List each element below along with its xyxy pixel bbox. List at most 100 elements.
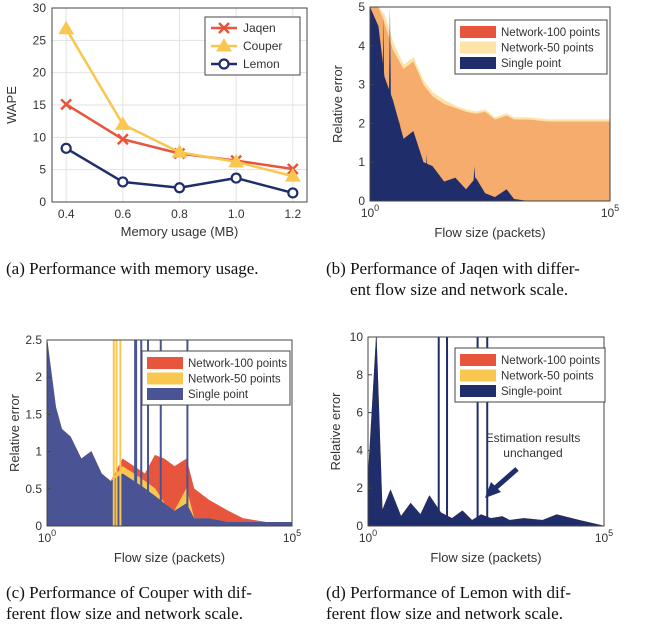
legend-label-lemon: Lemon bbox=[243, 57, 280, 71]
caption-c-line1: (c) Performance of Couper with dif- bbox=[6, 583, 252, 602]
spike-mark bbox=[134, 340, 138, 526]
y-tick-label: 20 bbox=[33, 66, 47, 80]
legend-marker bbox=[218, 58, 230, 70]
y-tick-label: 1 bbox=[358, 155, 365, 169]
x-tick-label: 100 bbox=[38, 528, 56, 545]
legend-marker bbox=[218, 22, 230, 34]
legend-swatch bbox=[460, 354, 496, 366]
legend-label: Network-100 points bbox=[501, 27, 600, 39]
legend-marker bbox=[216, 38, 232, 52]
axes-frame bbox=[367, 336, 605, 527]
data-point-couper bbox=[284, 168, 301, 182]
x-axis-label: Flow size (packets) bbox=[114, 550, 225, 565]
single-point-spike bbox=[371, 195, 376, 201]
single-point-spike bbox=[424, 154, 429, 201]
caption-c: (c) Performance of Couper with dif- fere… bbox=[6, 582, 252, 624]
legend-label-couper: Couper bbox=[243, 39, 282, 53]
caption-b-line2: ent flow size and network scale. bbox=[350, 280, 569, 299]
y-axis-label: Relative error bbox=[7, 393, 22, 472]
single-point-spike bbox=[397, 119, 402, 201]
spike-mark bbox=[159, 340, 162, 526]
y-tick-label: 6 bbox=[356, 406, 363, 420]
y-tick-label: 15 bbox=[33, 98, 47, 112]
y-tick-label: 0 bbox=[356, 519, 363, 533]
legend-label: Single-point bbox=[501, 386, 563, 398]
series-area-2 bbox=[47, 340, 292, 526]
y-tick-label: 0 bbox=[35, 519, 42, 533]
annotation-line1: Estimation results bbox=[486, 431, 581, 445]
spike-mark bbox=[140, 340, 143, 526]
y-tick-label: 30 bbox=[33, 1, 47, 15]
single-point-spike bbox=[381, 14, 386, 201]
legend-label: Network-100 points bbox=[501, 355, 600, 367]
chart-d-lemon: 0 2 4 6 8 10 100 105 Flow size (packets) Relative… bbox=[328, 330, 613, 565]
y-tick-label: 1.5 bbox=[25, 407, 42, 421]
x-tick-label: 1.0 bbox=[228, 207, 245, 221]
legend-swatch bbox=[147, 372, 183, 385]
y-tick-label: 25 bbox=[33, 33, 47, 47]
legend-label: Network-100 points bbox=[188, 358, 287, 370]
annotation-arrow-head bbox=[485, 482, 501, 498]
data-point-jaqen bbox=[60, 98, 73, 111]
caption-d: (d) Performance of Lemon with dif- feren… bbox=[326, 582, 571, 624]
spike-mark bbox=[186, 340, 189, 526]
legend-swatch bbox=[147, 388, 183, 400]
legend-swatch bbox=[460, 26, 496, 38]
data-point-lemon bbox=[60, 142, 72, 154]
y-tick-label: 0.5 bbox=[25, 482, 42, 496]
y-axis-label: Relative error bbox=[328, 392, 343, 471]
y-tick-label: 2 bbox=[356, 481, 363, 495]
spike-mark bbox=[112, 340, 115, 526]
chart-a-memory-usage: 0 5 10 15 20 25 30 0.4 0.6 0.8 1.0 1.2 Memory usage … bbox=[4, 1, 308, 239]
legend-label-jaqen: Jaqen bbox=[243, 21, 276, 35]
series-area-2 bbox=[368, 337, 604, 526]
legend-label: Network-50 points bbox=[501, 371, 594, 383]
caption-a-text: (a) Performance with memory usage. bbox=[6, 259, 259, 278]
x-axis-label: Flow size (packets) bbox=[434, 225, 545, 240]
chart-b-jaqen: 0 1 2 3 4 5 100 105 Flow size (packets) Relative … bbox=[330, 0, 619, 240]
x-tick-label: 105 bbox=[601, 203, 619, 220]
data-point-lemon bbox=[173, 182, 186, 194]
y-tick-label: 4 bbox=[358, 39, 365, 53]
x-tick-label: 0.4 bbox=[58, 207, 75, 221]
y-tick-label: 1 bbox=[35, 445, 42, 459]
spike-mark bbox=[476, 337, 479, 526]
spike-mark bbox=[486, 337, 489, 526]
area-group bbox=[370, 7, 610, 201]
data-point-lemon bbox=[230, 172, 242, 184]
legend-label: Single point bbox=[501, 58, 562, 70]
axes-frame bbox=[369, 6, 611, 202]
annotation-line2: unchanged bbox=[503, 446, 562, 460]
x-tick-label: 1.2 bbox=[284, 207, 301, 221]
spike-mark bbox=[446, 337, 449, 526]
legend-swatch bbox=[460, 385, 496, 397]
legend-label: Single point bbox=[188, 389, 249, 401]
y-tick-label: 5 bbox=[39, 163, 46, 177]
spike-mark bbox=[115, 340, 118, 526]
y-tick-label: 3 bbox=[358, 78, 365, 92]
y-tick-label: 2 bbox=[358, 116, 365, 130]
x-tick-label: 0.8 bbox=[171, 207, 188, 221]
x-axis-label: Memory usage (MB) bbox=[121, 224, 239, 239]
legend-label: Network-50 points bbox=[188, 374, 281, 386]
x-tick-label: 0.6 bbox=[114, 207, 131, 221]
y-tick-label: 10 bbox=[350, 330, 364, 344]
x-tick-label: 105 bbox=[595, 528, 613, 545]
y-tick-label: 10 bbox=[33, 130, 47, 144]
area-group bbox=[47, 340, 292, 526]
caption-b: (b) Performance of Jaqen with differ- en… bbox=[326, 258, 580, 300]
single-point-spike bbox=[472, 166, 477, 201]
y-tick-label: 4 bbox=[356, 443, 363, 457]
legend-swatch bbox=[460, 41, 496, 54]
data-point-couper bbox=[114, 116, 131, 130]
caption-b-line1: (b) Performance of Jaqen with differ- bbox=[326, 259, 580, 278]
spike-mark bbox=[437, 337, 440, 526]
x-tick-label: 100 bbox=[361, 203, 379, 220]
legend-label: Network-50 points bbox=[501, 43, 594, 55]
y-tick-label: 8 bbox=[356, 368, 363, 382]
caption-c-line2: ferent flow size and network scale. bbox=[6, 604, 243, 623]
caption-d-line2: ferent flow size and network scale. bbox=[326, 604, 563, 623]
y-tick-label: 0 bbox=[358, 194, 365, 208]
data-point-couper bbox=[228, 153, 245, 168]
legend-swatch bbox=[460, 57, 496, 69]
